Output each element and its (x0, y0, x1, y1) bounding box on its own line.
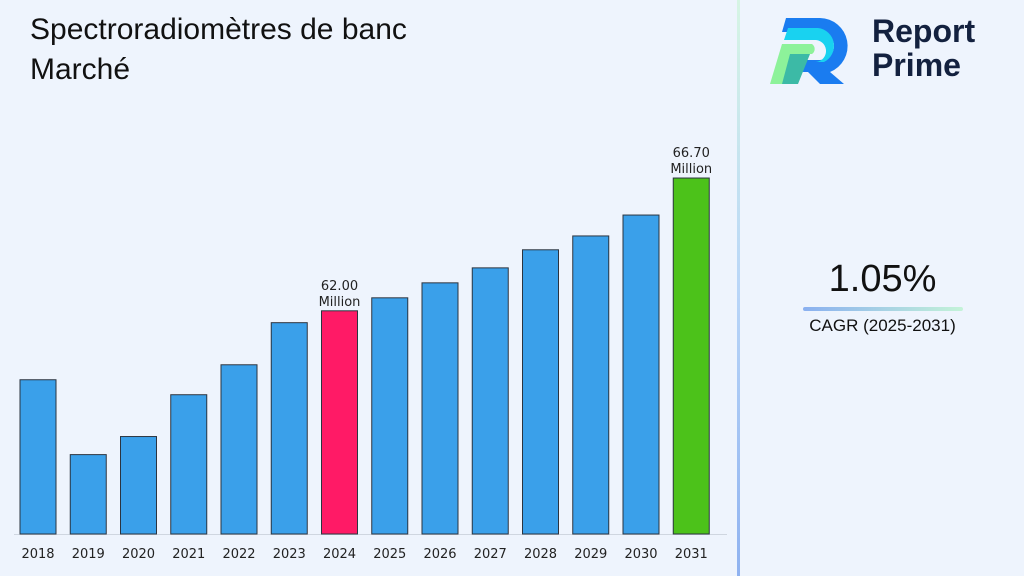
data-label-value: 62.00 (321, 279, 358, 294)
bar-2019 (69, 454, 107, 535)
cagr-value: 1.05% (828, 258, 937, 300)
x-tick-label: 2020 (122, 547, 155, 562)
x-tick-label: 2022 (222, 547, 255, 562)
bar-2026 (421, 282, 459, 535)
data-label-unit: Million (670, 162, 712, 177)
bar-2028 (522, 249, 559, 535)
bar-2025 (371, 297, 409, 535)
chart-title: Spectroradiomètres de banc Marché (30, 13, 407, 86)
x-tick-label: 2027 (474, 547, 507, 562)
x-tick-label: 2021 (172, 547, 205, 562)
bar-2030 (622, 214, 660, 535)
x-tick-label: 2023 (273, 547, 306, 562)
divider (737, 0, 740, 576)
bar-2031 (672, 177, 710, 535)
bar-2018 (19, 379, 57, 535)
report-prime-logo: Report Prime (768, 14, 1008, 86)
cagr-label: CAGR (2025-2031) (809, 316, 956, 335)
logo-icon (770, 18, 848, 84)
x-tick-label: 2030 (624, 547, 657, 562)
bar-2023 (270, 322, 308, 535)
brand-line1: Report (872, 13, 976, 49)
x-tick-label: 2025 (373, 547, 406, 562)
bar-2027 (471, 267, 509, 535)
bar-2029 (572, 235, 610, 535)
data-label-unit: Million (319, 295, 361, 310)
bar-2022 (220, 364, 258, 535)
bar-chart: 2018 2019 2020 2021 2022 2023 2024 2025 2026 2027… (14, 146, 727, 562)
x-tick-label: 2028 (524, 547, 557, 562)
x-tick-label: 2031 (675, 547, 708, 562)
x-tick-label: 2018 (21, 547, 54, 562)
x-tick-label: 2026 (423, 547, 456, 562)
cagr-underline (803, 307, 963, 311)
x-tick-label: 2024 (323, 547, 356, 562)
data-label-value: 66.70 (673, 146, 710, 161)
x-tick-label: 2019 (72, 547, 105, 562)
x-tick-label: 2029 (574, 547, 607, 562)
bar-2024 (321, 310, 358, 535)
brand-line2: Prime (872, 47, 961, 83)
bar-2021 (170, 394, 208, 535)
bar-2020 (120, 436, 157, 535)
